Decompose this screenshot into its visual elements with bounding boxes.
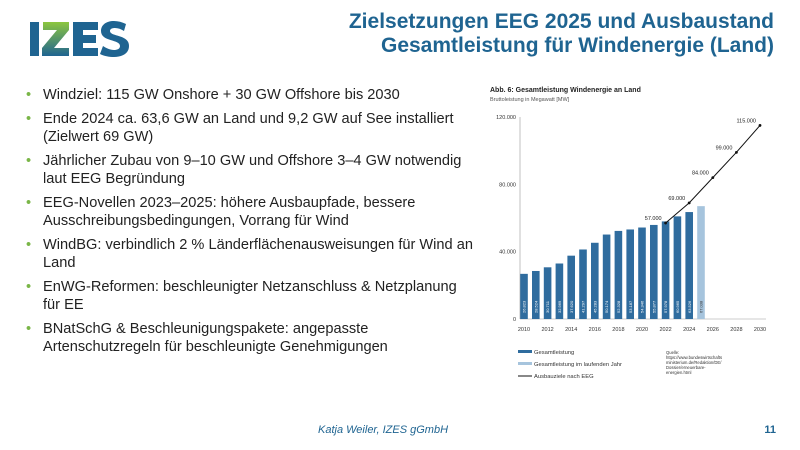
bar (685, 212, 693, 319)
chart-title: Abb. 6: Gesamtleistung Windenergie an La… (490, 87, 641, 94)
bar (673, 216, 682, 319)
x-tick-label: 2014 (565, 327, 577, 333)
bullet-text: EnWG-Reformen: beschleunigter Netzanschl… (43, 279, 457, 313)
bullet-text: Windziel: 115 GW Onshore + 30 GW Offshor… (43, 87, 400, 103)
legend-label: Gesamtleistung (534, 350, 574, 356)
x-tick-label: 2030 (754, 327, 766, 333)
bullet-item: • BNatSchG & Beschleunigungspakete: angep… (26, 320, 476, 356)
bar (638, 227, 646, 319)
bar (661, 221, 670, 319)
bar (614, 230, 623, 319)
bar-data-label: 28.524 (533, 300, 538, 313)
legend-swatch (518, 362, 532, 365)
title-line-1: Zielsetzungen EEG 2025 und Ausbaustand (348, 10, 774, 33)
bar (626, 229, 634, 319)
y-tick-label: 120.000 (496, 115, 516, 121)
footer-author: Katja Weiler, IZES gGmbH (318, 424, 449, 436)
bullet-text: BNatSchG & Beschleunigungspakete: angepa… (43, 321, 388, 355)
bar-data-label: 32.969 (557, 300, 562, 313)
target-point (687, 201, 691, 205)
bar-data-label: 37.620 (569, 300, 574, 313)
x-tick-label: 2018 (612, 327, 624, 333)
target-data-label: 57.000 (645, 216, 662, 222)
bar (591, 242, 599, 319)
bullet-item: • Windziel: 115 GW Onshore + 30 GW Offsho… (26, 86, 476, 104)
bullet-item: • Ende 2024 ca. 63,6 GW an Land und 9,2 G… (26, 110, 476, 146)
capacity-chart: Abb. 6: Gesamtleistung Windenergie an La… (490, 87, 766, 380)
bar (602, 234, 611, 319)
bar-data-label: 52.328 (616, 300, 621, 313)
bullet-item: • EnWG-Reformen: beschleunigter Netzansch… (26, 278, 476, 314)
bullet-item: • Jährlicher Zubau von 9–10 GW und Offsho… (26, 152, 476, 188)
bar-data-label: 60.965 (675, 300, 680, 313)
target-data-label: 84.000 (692, 171, 709, 177)
bullet-dot-icon: • (26, 321, 32, 337)
legend-label: Ausbauziele nach EEG (534, 374, 594, 380)
page-number: 11 (764, 424, 776, 436)
bullet-item: • WindBG: verbindlich 2 % Länderflächenau… (26, 236, 476, 272)
bullet-dot-icon: • (26, 279, 32, 295)
bar-data-label: 63.526 (687, 300, 692, 313)
bar (650, 224, 658, 319)
izes-logo (30, 21, 129, 57)
bar-data-label: 26.823 (522, 300, 527, 313)
bullet-list: • Windziel: 115 GW Onshore + 30 GW Offsho… (26, 86, 476, 362)
bar-data-label: 54.346 (640, 300, 645, 313)
bullet-dot-icon: • (26, 87, 32, 103)
target-data-label: 99.000 (716, 145, 733, 151)
bullet-dot-icon: • (26, 195, 32, 211)
bar (555, 263, 564, 319)
bar (579, 249, 587, 319)
bullet-dot-icon: • (26, 111, 32, 127)
bar-data-label: 41.297 (581, 300, 586, 313)
bullet-text: WindBG: verbindlich 2 % Länderflächenaus… (43, 237, 473, 271)
target-point (758, 124, 762, 127)
bullet-dot-icon: • (26, 237, 32, 253)
bullet-dot-icon: • (26, 153, 32, 169)
bar (567, 255, 575, 319)
x-tick-label: 2016 (589, 327, 601, 333)
bar-data-label: 57.978 (663, 300, 668, 313)
chart-source: Quelle: https://www.bundeswirtschafts mini… (666, 350, 722, 375)
y-tick-label: 40.000 (499, 250, 516, 256)
bar (543, 267, 552, 319)
x-tick-label: 2012 (541, 327, 553, 333)
slide-title: Zielsetzungen EEG 2025 und Ausbaustand G… (349, 10, 774, 58)
bar-data-label: 50.174 (604, 300, 609, 313)
bar-data-label: 45.283 (592, 300, 597, 313)
bullet-text: Ende 2024 ca. 63,6 GW an Land und 9,2 GW… (43, 111, 454, 145)
target-data-label: 69.000 (668, 196, 685, 202)
bar-data-label: 55.877 (651, 300, 656, 313)
x-tick-label: 2024 (683, 327, 695, 333)
x-tick-label: 2020 (636, 327, 648, 333)
y-tick-label: 0 (513, 317, 516, 323)
legend-label: Gesamtleistung im laufenden Jahr (534, 362, 622, 368)
bullet-text: Jährlicher Zubau von 9–10 GW und Offshor… (43, 153, 462, 187)
x-tick-label: 2026 (707, 327, 719, 333)
y-tick-label: 80.000 (499, 182, 516, 188)
bar (520, 273, 528, 319)
bar (532, 270, 540, 319)
x-tick-label: 2028 (730, 327, 742, 333)
target-point (735, 150, 738, 154)
x-tick-label: 2010 (518, 327, 530, 333)
target-point (711, 176, 715, 179)
legend-swatch (518, 350, 532, 353)
bar-data-label: 67.038 (699, 300, 704, 313)
chart-subtitle: Bruttoleistung in Megawatt [MW] (490, 97, 570, 103)
bullet-text: EEG-Novellen 2023–2025: höhere Ausbaupfa… (43, 195, 416, 229)
bar-data-label: 30.711 (545, 300, 550, 313)
bar-data-label: 53.187 (628, 300, 633, 313)
bar (697, 206, 705, 319)
title-line-2: Gesamtleistung für Windenergie (Land) (380, 34, 774, 57)
bullet-item: • EEG-Novellen 2023–2025: höhere Ausbaupf… (26, 194, 476, 230)
target-point (664, 221, 667, 225)
target-data-label: 115.000 (737, 118, 756, 124)
target-line (665, 125, 761, 224)
x-tick-label: 2022 (659, 327, 671, 333)
